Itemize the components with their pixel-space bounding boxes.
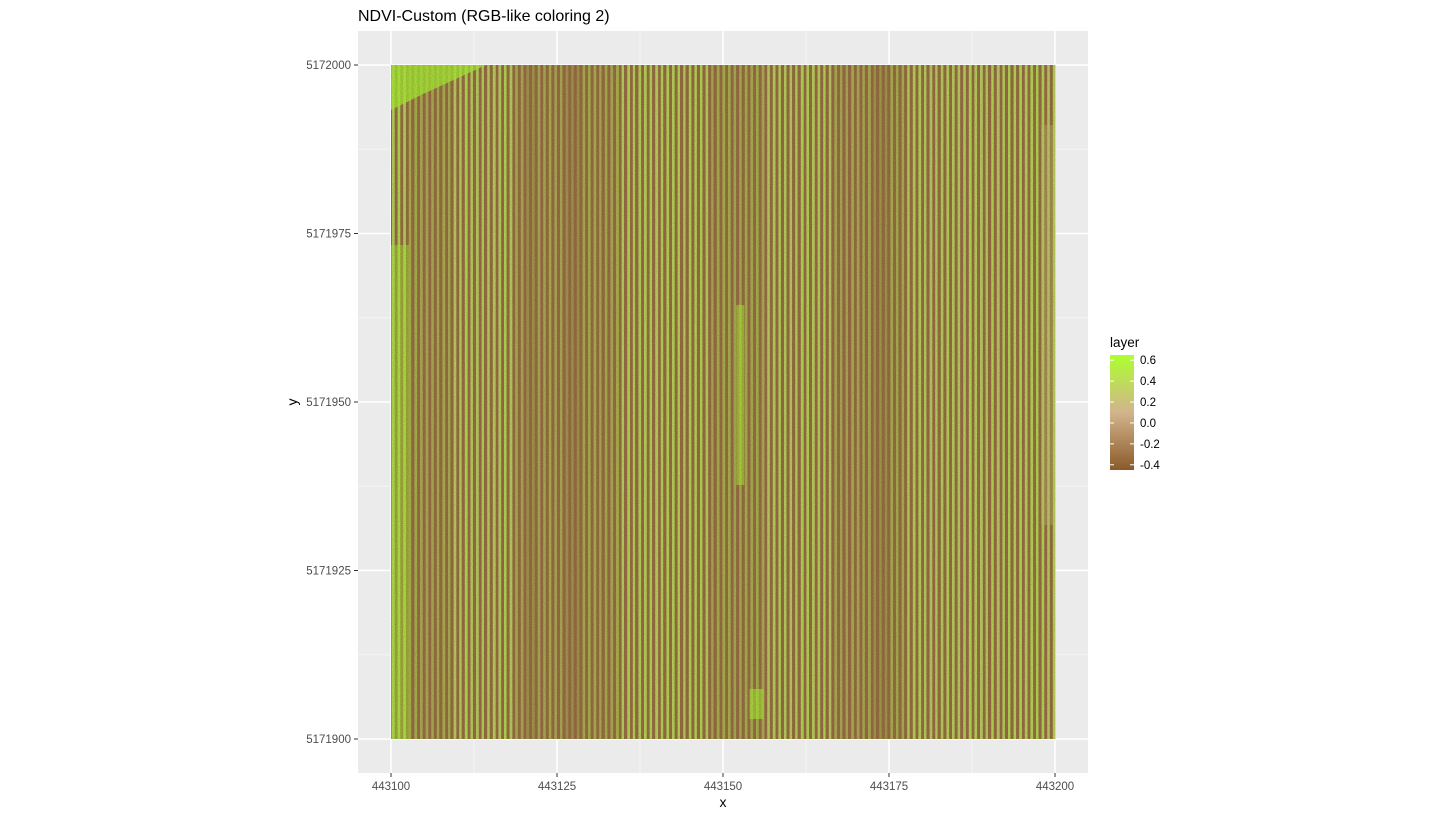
y-tick-label: 5171975: [306, 229, 351, 241]
x-axis-label: x: [720, 794, 727, 810]
legend-colorbar: [1110, 355, 1134, 470]
y-tick-label: 5171925: [306, 566, 351, 578]
x-tick-label: 443150: [704, 781, 742, 793]
x-axis-ticks: 443100 443125 443150 443175 443200: [372, 773, 1074, 793]
y-tick-label: 5171900: [306, 734, 351, 746]
raster-texture: [391, 65, 1055, 739]
legend-tick-label: -0.2: [1140, 439, 1160, 451]
y-axis-label: y: [284, 399, 300, 406]
y-tick-label: 5171950: [306, 397, 351, 409]
legend-tick-label: 0.2: [1140, 397, 1156, 409]
legend-title: layer: [1110, 335, 1140, 350]
legend-tick-label: 0.6: [1140, 355, 1156, 367]
y-tick-label: 5172000: [306, 60, 351, 72]
legend-tick-label: 0.4: [1140, 376, 1157, 388]
legend: layer -0.4 -0.2 0.0 0.2 0.4 0.6: [1110, 335, 1160, 472]
y-axis-ticks: 5171900 5171925 5171950 5171975 5172000: [306, 60, 358, 746]
x-tick-label: 443200: [1036, 781, 1074, 793]
x-tick-label: 443100: [372, 781, 410, 793]
legend-ticks: -0.4 -0.2 0.0 0.2 0.4 0.6: [1110, 355, 1160, 472]
legend-tick-label: 0.0: [1140, 418, 1156, 430]
legend-tick-label: -0.4: [1140, 460, 1160, 472]
chart-title: NDVI-Custom (RGB-like coloring 2): [358, 8, 610, 25]
x-tick-label: 443125: [538, 781, 576, 793]
x-tick-label: 443175: [870, 781, 908, 793]
